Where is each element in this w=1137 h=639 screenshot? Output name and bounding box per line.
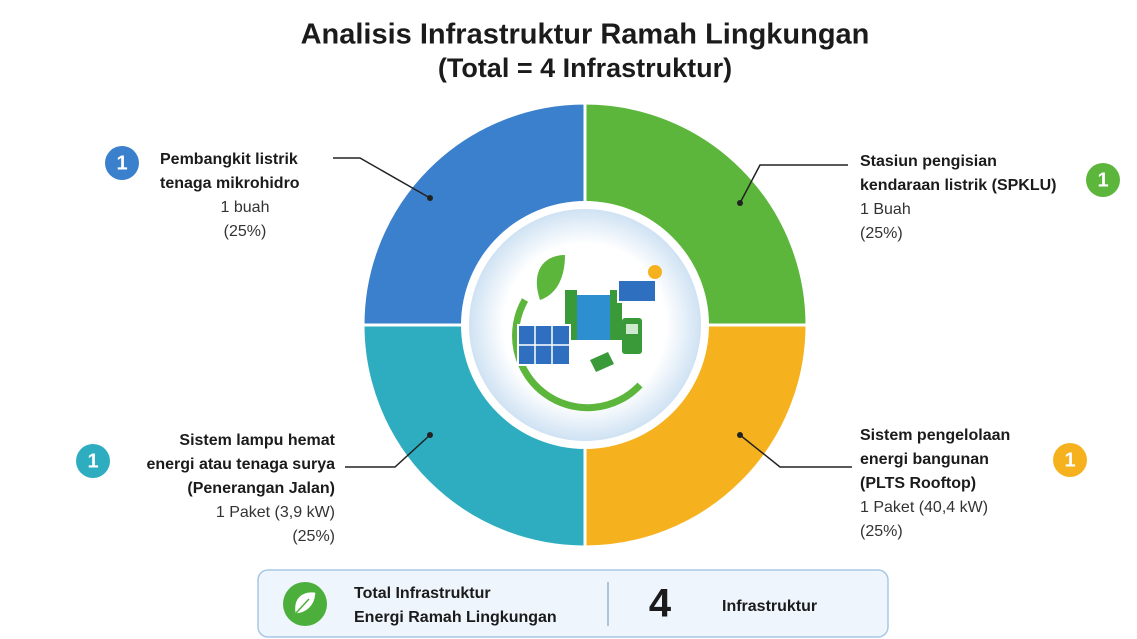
- category-label: Pembangkit listrik: [160, 151, 298, 168]
- category-label: Sistem lampu hemat: [179, 432, 335, 449]
- badge: [76, 444, 110, 478]
- badge-count: 1: [1097, 169, 1108, 191]
- badge-count: 1: [87, 450, 98, 472]
- value-label: (25%): [224, 223, 267, 240]
- detail-label: 1 Paket (40,4 kW): [860, 499, 988, 516]
- leader-dot: [737, 200, 743, 206]
- category-label: energi atau tenaga surya: [146, 456, 335, 473]
- leader-line: [739, 164, 848, 204]
- badge-count: 1: [1064, 449, 1075, 471]
- total-box: Total Infrastruktur Energi Ramah Lingkun…: [257, 569, 889, 638]
- detail-label: 1 buah: [221, 199, 270, 216]
- value-label: (25%): [860, 225, 903, 242]
- hub-icon: [512, 255, 662, 412]
- category-label: Sistem pengelolaan: [860, 427, 1010, 444]
- leader-dot: [737, 432, 743, 438]
- badge: [1053, 443, 1087, 477]
- total-label: Energi Ramah Lingkungan: [354, 609, 557, 626]
- category-label: energi bangunan: [860, 451, 989, 468]
- value-label: (25%): [860, 523, 903, 540]
- detail-label: 1 Buah: [860, 201, 911, 218]
- leader-dot: [427, 432, 433, 438]
- leader-dot: [427, 195, 433, 201]
- category-label: kendaraan listrik (SPKLU): [860, 177, 1057, 194]
- category-label: (Penerangan Jalan): [187, 480, 335, 497]
- total-unit: Infrastruktur: [722, 598, 817, 615]
- total-label: Total Infrastruktur: [354, 585, 491, 602]
- detail-label: 1 Paket (3,9 kW): [216, 504, 335, 521]
- leader-line: [345, 434, 431, 468]
- leader-line: [739, 434, 852, 468]
- chart-title: Analisis Infrastruktur Ramah Lingkungan: [301, 19, 870, 51]
- badge: [105, 146, 139, 180]
- category-label: tenaga mikrohidro: [160, 175, 300, 192]
- leader-line: [333, 157, 431, 199]
- badge: [1086, 163, 1120, 197]
- total-value: 4: [649, 582, 672, 626]
- chart-subtitle: (Total = 4 Infrastruktur): [438, 53, 732, 83]
- category-label: (PLTS Rooftop): [860, 475, 976, 492]
- value-label: (25%): [292, 528, 335, 545]
- badge-count: 1: [116, 152, 127, 174]
- category-label: Stasiun pengisian: [860, 153, 997, 170]
